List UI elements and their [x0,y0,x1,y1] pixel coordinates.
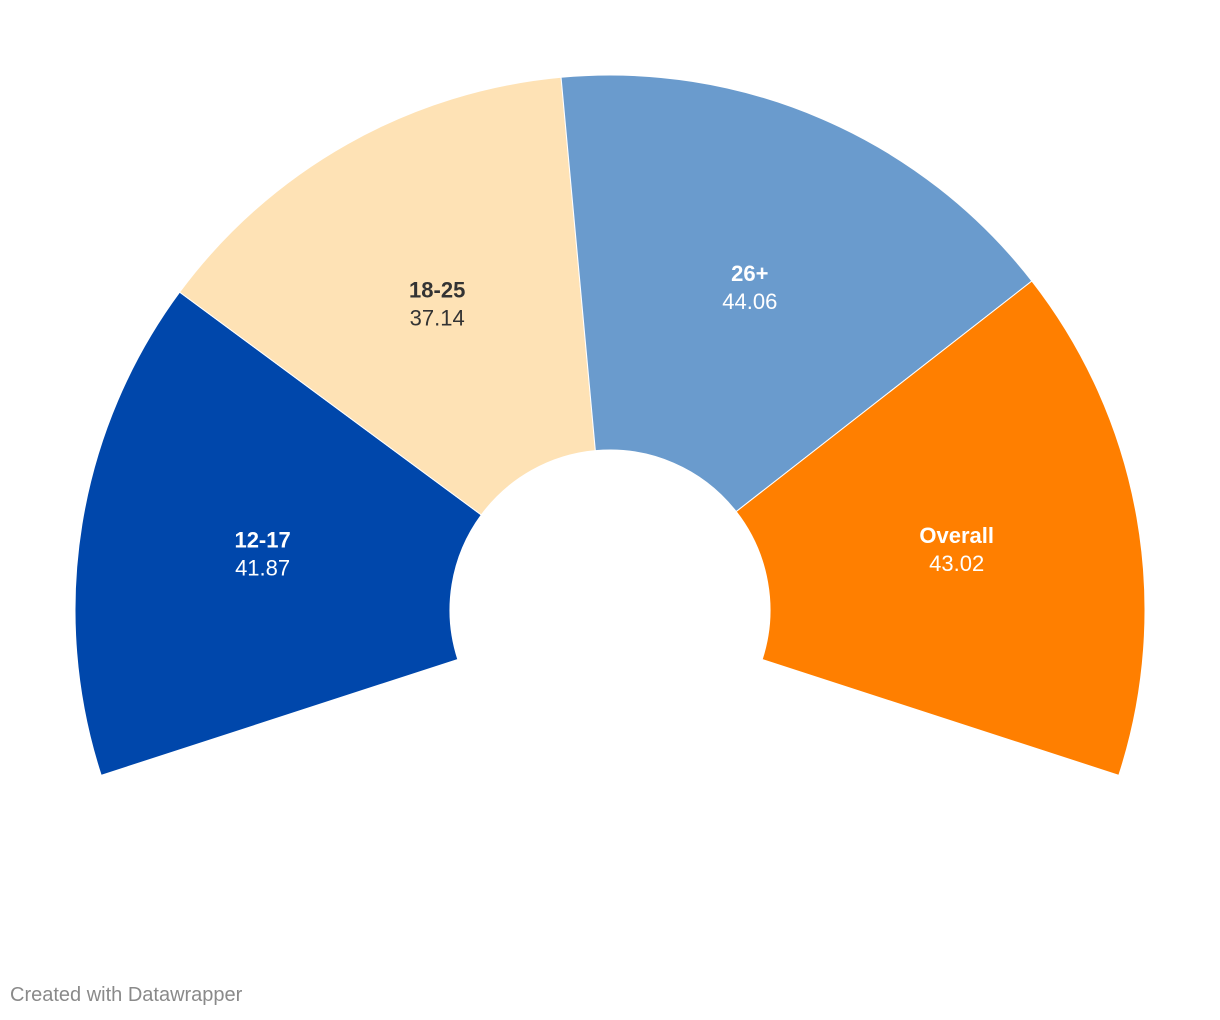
slice-value-12-17: 41.87 [235,556,290,581]
slice-label-12-17: 12-17 [234,528,290,553]
slice-26 [560,74,1033,513]
datawrapper-credit: Created with Datawrapper [10,984,243,1006]
slice-value-18-25: 37.14 [410,305,465,330]
slice-18-25 [178,76,596,516]
slice-12-17 [74,291,482,776]
chart-slices [74,74,1146,776]
slice-label-overall: Overall [919,523,994,548]
slice-label-18-25: 18-25 [409,277,465,302]
slice-overall [735,280,1146,776]
slice-value-26: 44.06 [722,289,777,314]
slice-label-26: 26+ [731,261,768,286]
slice-value-overall: 43.02 [929,551,984,576]
chart-labels: 12-17 41.87 18-25 37.14 26+ 44.06 Overall 43.02 [234,261,994,581]
